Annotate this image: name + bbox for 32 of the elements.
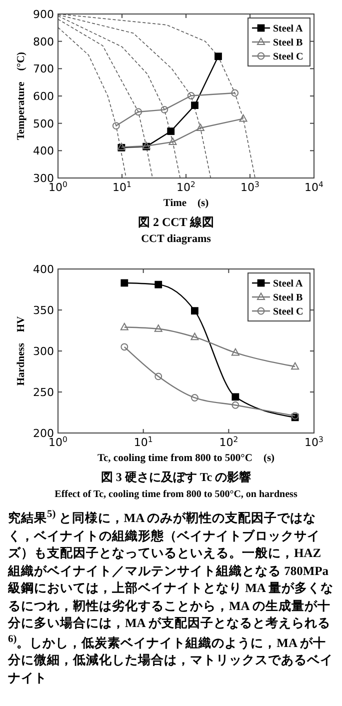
y-tick-label: 350 xyxy=(33,304,54,317)
x-tick-label: 10$^{3}$ xyxy=(304,434,324,449)
x-axis-title: Tc, cooling time from 800 to 500°C (s) xyxy=(97,453,276,464)
y-tick-label: 600 xyxy=(33,90,54,103)
y-tick-label: 800 xyxy=(33,35,54,48)
y-tick-label: 400 xyxy=(33,263,54,276)
x-tick-label: 10$^{4}$ xyxy=(304,180,324,194)
text: 図 2 CCT 線図 xyxy=(138,215,214,229)
legend-label: Steel B xyxy=(273,292,304,304)
x-tick-label: 10$^{1}$ xyxy=(134,434,153,449)
text: CCT diagrams xyxy=(141,233,212,245)
x-tick-label: 10$^{1}$ xyxy=(112,180,132,194)
y-axis-title: Hardness HV xyxy=(16,316,27,386)
legend-label: Steel C xyxy=(273,306,304,318)
legend-label: Steel C xyxy=(273,52,304,62)
x-tick-label: 10$^{2}$ xyxy=(219,434,238,449)
y-tick-label: 400 xyxy=(33,144,54,158)
x-axis-title: Time (s) xyxy=(163,198,210,209)
y-tick-label: 250 xyxy=(33,386,54,399)
y-tick-label: 300 xyxy=(33,345,54,358)
legend-label: Steel A xyxy=(273,278,304,290)
x-tick-label: 10$^{3}$ xyxy=(240,180,260,194)
legend-label: Steel A xyxy=(273,24,304,34)
text: Effect of Tc, cooling time from 800 to 500°C, on hardness xyxy=(54,489,298,500)
text: 究結果$^{5)}$ と同様に，MA のみが靭性の支配因子ではなく，ベイナイトの組織形態（ベイナイトブロックサイズ）も支配因子となっているといえる。一般に，HAZ 組織がベイナイト／マルテンサイト組織となる 780MPa 級鋼においては，上部ベイナイトとなり MA 量が多くなるにつれ，靭性は劣化することから，MA の生成量が十分に多い場合には，MA が支配因子となると考えられる$^{6)}$。しかし，低炭素ベイナイト組織のように，MA が十分に微細，低減化した場合は，マトリックスであるベイナイト xyxy=(8,509,334,685)
y-tick-label: 700 xyxy=(33,62,54,76)
text: 図 3 硬さに及ぼす Tc の影響 xyxy=(100,470,252,484)
x-tick-label: 10$^{2}$ xyxy=(176,180,196,194)
y-tick-label: 900 xyxy=(33,8,54,21)
y-axis-title: Temperature (°C) xyxy=(16,51,27,140)
legend-label: Steel B xyxy=(273,38,304,48)
y-tick-label: 500 xyxy=(33,117,54,130)
